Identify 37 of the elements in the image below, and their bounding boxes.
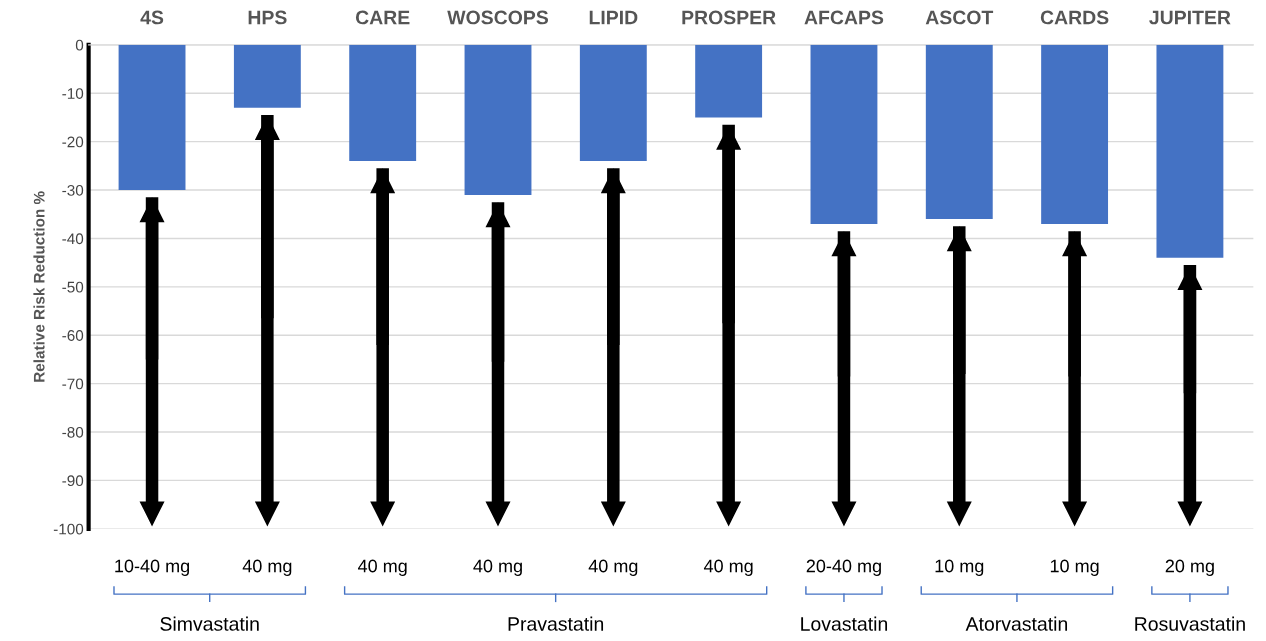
- y-tick-label: -40: [62, 233, 84, 245]
- y-axis-title: Relative Risk Reduction %: [33, 191, 45, 382]
- text: Pravastatin: [508, 616, 604, 631]
- x-tick-label: AFCAPS: [804, 10, 884, 25]
- x-tick-label: HPS: [248, 10, 287, 25]
- x-tick-label: JUPITER: [1149, 10, 1231, 25]
- text: 10 mg: [1050, 559, 1099, 576]
- text: 20-40 mg: [806, 559, 881, 576]
- text: 40 mg: [588, 559, 638, 576]
- x-tick-label: CARDS: [1040, 10, 1109, 25]
- text: Simvastatin: [160, 616, 259, 631]
- text: 20 mg: [1165, 559, 1214, 576]
- x-tick-label: PROSPER: [682, 10, 776, 25]
- x-tick-label: LIPID: [589, 10, 638, 25]
- y-tick-label: -80: [62, 426, 84, 438]
- y-tick-label: -60: [62, 330, 84, 341]
- y-tick-label: -50: [62, 281, 84, 293]
- y-tick-label: -90: [62, 475, 84, 487]
- text: Atorvastatin: [965, 616, 1068, 631]
- x-tick-label: ASCOT: [925, 10, 994, 25]
- x-tick-label: CARE: [355, 10, 410, 25]
- text: 40 mg: [703, 559, 753, 576]
- y-tick-label: -30: [62, 184, 84, 196]
- text: Rosuvastatin: [1135, 616, 1245, 631]
- y-tick-label: -20: [62, 136, 84, 148]
- y-tick-label: -100: [53, 523, 84, 535]
- x-tick-label: WOSCOPS: [447, 10, 549, 25]
- text: 40 mg: [473, 559, 522, 576]
- text: 40 mg: [242, 559, 292, 576]
- y-tick-label: -70: [62, 378, 84, 390]
- text: 10 mg: [935, 559, 984, 576]
- y-tick-label: 0: [75, 39, 84, 51]
- text: 10-40 mg: [115, 559, 190, 576]
- x-tick-label: 4S: [140, 10, 164, 25]
- text: 40 mg: [358, 559, 407, 576]
- y-tick-label: -10: [62, 88, 84, 99]
- text: Lovastatin: [801, 616, 888, 631]
